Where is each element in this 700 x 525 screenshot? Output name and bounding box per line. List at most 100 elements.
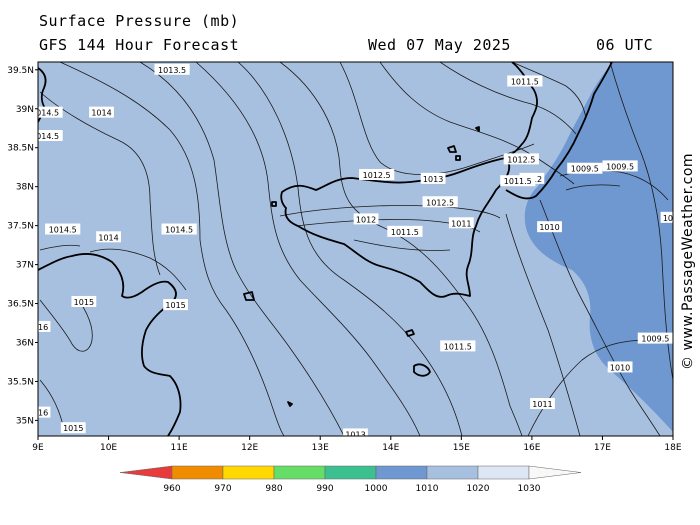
isobar-label: 1012.5 bbox=[363, 171, 391, 180]
isobar-label: 1009.5 bbox=[606, 162, 634, 171]
legend-label: 1020 bbox=[467, 484, 490, 494]
isobar-label-bg bbox=[503, 153, 539, 165]
isobar-label-bg bbox=[38, 130, 63, 142]
legend-label: 960 bbox=[163, 484, 180, 494]
isobar-label: 1011.5 bbox=[511, 77, 539, 86]
isobar-label-bg bbox=[530, 398, 555, 410]
isobar-label: 1016 bbox=[28, 409, 48, 418]
legend-swatch bbox=[119, 465, 173, 480]
isobar-label: 1014 bbox=[98, 233, 118, 242]
isobar-label-bg bbox=[38, 406, 51, 418]
isobar-label-bg bbox=[637, 332, 673, 344]
isobar-label: 1010 bbox=[539, 223, 559, 232]
isobar-label-bg bbox=[422, 196, 458, 208]
isobar-label-bg bbox=[660, 211, 673, 223]
aeolian-islands-coast bbox=[447, 126, 480, 161]
lat-label: 35N bbox=[16, 416, 34, 426]
isobar-label-bg bbox=[500, 175, 536, 187]
lon-label: 16E bbox=[523, 443, 540, 453]
isobar-label-bg bbox=[607, 361, 633, 373]
copyright-text: © www.PassageWeather.com bbox=[680, 152, 696, 370]
lat-label: 39N bbox=[16, 105, 34, 115]
lat-label: 38N bbox=[16, 183, 34, 193]
isobar-label: 1014 bbox=[91, 109, 111, 118]
isobar-label-bg bbox=[96, 231, 121, 243]
isobar-label-bg bbox=[154, 63, 190, 75]
coastlines bbox=[38, 62, 613, 436]
forecast-time: 06 UTC bbox=[596, 36, 654, 54]
legend-swatch bbox=[324, 465, 377, 480]
isobar-label: 1012 bbox=[356, 215, 376, 224]
isobar-label: 1014.5 bbox=[31, 109, 59, 118]
map-title: Surface Pressure (mb) bbox=[39, 12, 240, 30]
legend-swatch bbox=[171, 465, 224, 480]
isobar-label-bg bbox=[353, 213, 379, 225]
isobar-label-bg bbox=[163, 299, 188, 311]
isobar-label: 1012.5 bbox=[507, 155, 535, 164]
lon-label: 12E bbox=[241, 443, 258, 453]
isobar-label-bg bbox=[343, 428, 368, 436]
lon-label: 11E bbox=[171, 443, 188, 453]
isobar-label-bg bbox=[161, 223, 197, 235]
legend-swatch bbox=[375, 465, 428, 480]
legend-label: 1000 bbox=[365, 484, 388, 494]
lat-label: 39.5N bbox=[7, 66, 34, 76]
lat-label: 37N bbox=[16, 261, 34, 271]
isobar-label: 1013.5 bbox=[158, 66, 186, 75]
isobar-label-bg bbox=[567, 162, 603, 174]
isobar-label: 1011.5 bbox=[504, 177, 532, 186]
axis-ticks: 9E 10E 11E 12E 13E 14E 15E 16E 17E 18E 35N 35.5N 36N… bbox=[7, 66, 682, 453]
legend-swatch bbox=[222, 465, 275, 480]
isobar-label-bg bbox=[537, 221, 562, 233]
legend-label: 980 bbox=[265, 484, 282, 494]
isobar-label: 1014.5 bbox=[165, 226, 193, 235]
legend-swatch bbox=[528, 465, 582, 480]
sicily-coast bbox=[280, 157, 511, 298]
isobar-label: 1016 bbox=[663, 214, 683, 223]
isobar-label-bg bbox=[440, 340, 476, 352]
lat-label: 36N bbox=[16, 339, 34, 349]
isobar-label: 1009.5 bbox=[571, 165, 599, 174]
isobar-label: 1010 bbox=[610, 363, 630, 372]
legend-swatch bbox=[426, 465, 479, 480]
isobar-label: 1013 bbox=[423, 175, 443, 184]
lampedusa-coast bbox=[287, 401, 293, 407]
isobar-label: 1013 bbox=[345, 430, 365, 439]
isobar-label-bg bbox=[387, 225, 423, 237]
isobar-label-bg bbox=[420, 172, 446, 184]
low-pressure-zone bbox=[524, 62, 673, 432]
map-area: 1013.5 1014.5 1014 1014.5 1014.5 1014.5 1014 10… bbox=[28, 62, 683, 439]
lon-label: 10E bbox=[100, 443, 117, 453]
isobar-label: 1016 bbox=[28, 323, 48, 332]
isobar-label-bg bbox=[60, 422, 86, 434]
isobar-label-bg bbox=[448, 217, 474, 229]
lat-label: 35.5N bbox=[7, 377, 34, 387]
egadi-coast bbox=[271, 201, 277, 207]
isobar-label: 1011 bbox=[451, 219, 471, 228]
forecast-date: Wed 07 May 2025 bbox=[368, 36, 511, 54]
lon-label: 15E bbox=[453, 443, 470, 453]
isobar-label: 1011.5 bbox=[391, 228, 419, 237]
legend-label: 990 bbox=[316, 484, 333, 494]
lon-label: 14E bbox=[382, 443, 399, 453]
isobar-label: 1011 bbox=[532, 400, 552, 409]
lat-label: 38.5N bbox=[7, 144, 34, 154]
tunisia-coast bbox=[38, 253, 182, 436]
isobar-label-bg bbox=[38, 106, 63, 118]
legend-swatch bbox=[273, 465, 326, 480]
isobar-label: 1014.5 bbox=[31, 132, 59, 141]
legend-swatch bbox=[477, 465, 530, 480]
pantelleria-coast bbox=[243, 291, 255, 301]
lon-label: 9E bbox=[32, 443, 44, 453]
isobar-label: 1014.5 bbox=[49, 226, 77, 235]
isobar-lines bbox=[39, 62, 673, 436]
map-frame bbox=[37, 61, 674, 437]
legend-colorbar: 960 970 980 990 1000 1010 1020 1030 bbox=[119, 465, 582, 494]
lon-label: 18E bbox=[664, 443, 681, 453]
isobar-label: 1009.5 bbox=[641, 335, 669, 344]
isobar-labels: 1013.5 1014.5 1014 1014.5 1014.5 1014.5 1014 10… bbox=[28, 63, 683, 439]
lon-label: 13E bbox=[312, 443, 329, 453]
isobar-label-bg bbox=[38, 320, 51, 332]
isobar-label-bg bbox=[602, 160, 638, 172]
